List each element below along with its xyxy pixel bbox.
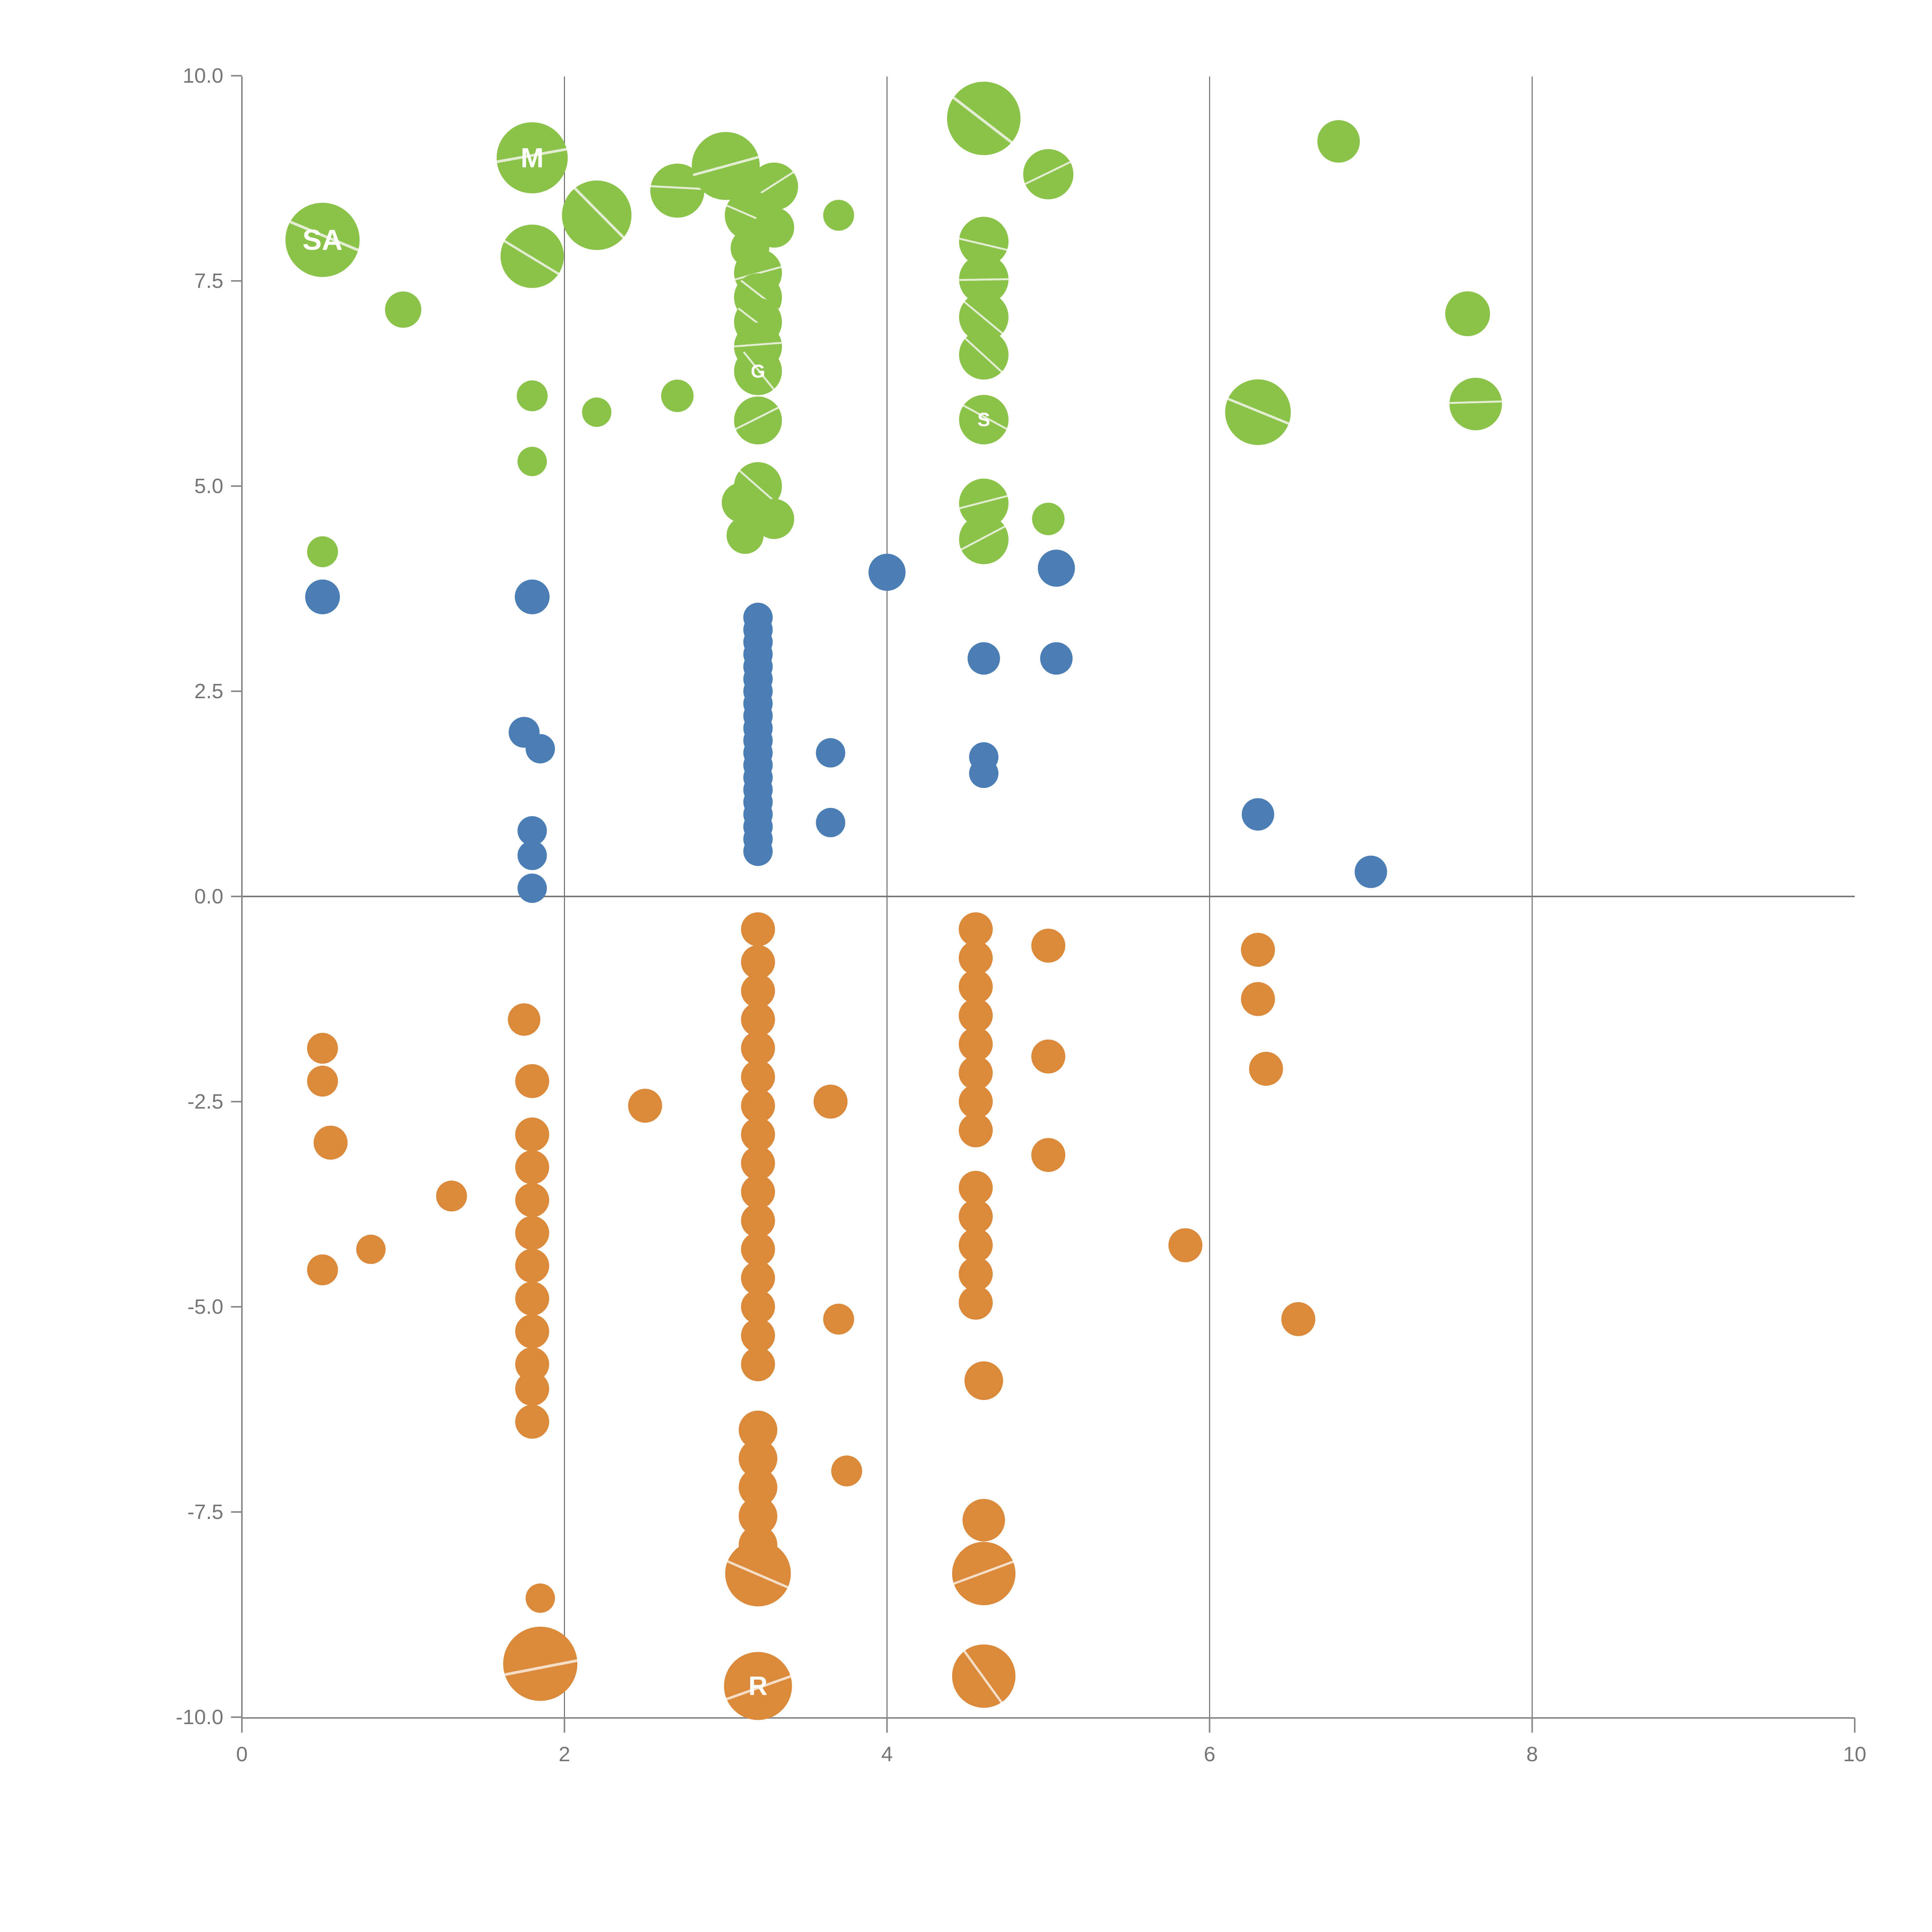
- svg-text:0.0: 0.0: [194, 885, 223, 908]
- svg-text:2: 2: [559, 1743, 570, 1766]
- svg-text:5.0: 5.0: [194, 474, 223, 498]
- svg-text:-7.5: -7.5: [187, 1500, 223, 1524]
- svg-text:M: M: [520, 143, 544, 173]
- svg-text:8: 8: [1526, 1743, 1538, 1766]
- svg-text:SA: SA: [303, 223, 343, 256]
- svg-text:R: R: [748, 1671, 768, 1701]
- svg-text:4: 4: [881, 1743, 893, 1766]
- svg-text:S: S: [977, 409, 990, 430]
- svg-text:-10.0: -10.0: [176, 1706, 223, 1729]
- svg-text:0: 0: [236, 1743, 248, 1766]
- svg-text:10.0: 10.0: [183, 64, 223, 87]
- svg-text:G: G: [751, 361, 765, 382]
- svg-text:7.5: 7.5: [194, 269, 223, 293]
- svg-text:-5.0: -5.0: [187, 1295, 223, 1318]
- svg-text:-2.5: -2.5: [187, 1090, 223, 1113]
- svg-text:6: 6: [1204, 1743, 1215, 1766]
- svg-text:10: 10: [1843, 1743, 1866, 1766]
- svg-text:2.5: 2.5: [194, 680, 223, 703]
